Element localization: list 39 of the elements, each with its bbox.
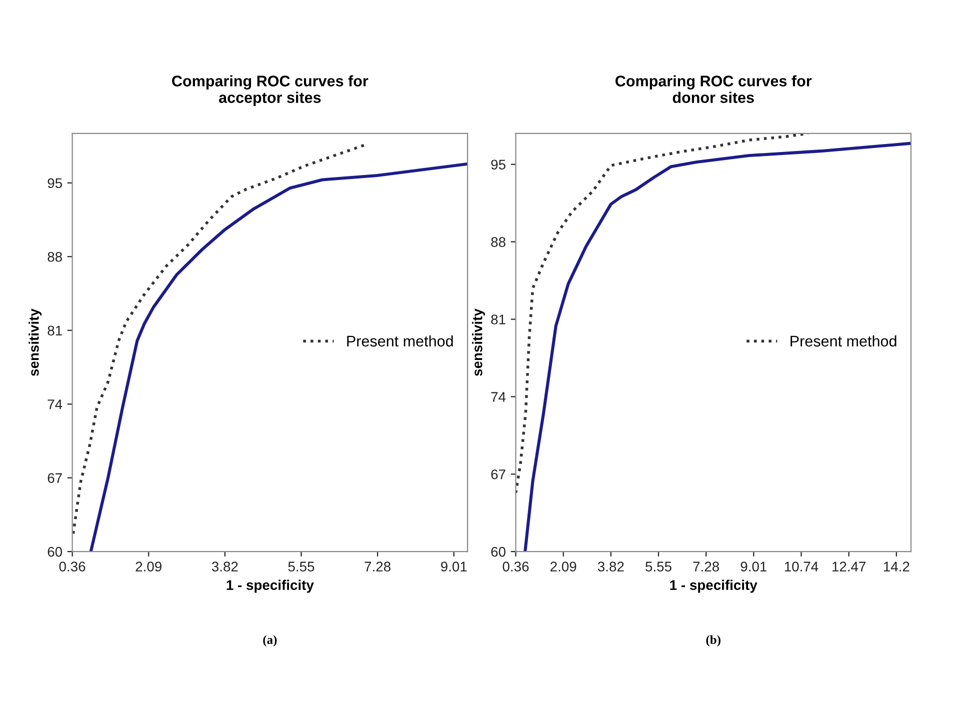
text: (b) (706, 635, 720, 647)
x-tick-label: 7.28 (364, 562, 390, 572)
x-tick-label: 5.55 (288, 562, 314, 572)
x-tick-label: 10.74 (784, 562, 818, 572)
y-tick-label: 95 (491, 160, 506, 170)
y-tick-label: 81 (48, 326, 62, 336)
x-tick-label: 9.01 (441, 562, 467, 572)
x-tick-label: 2.09 (550, 562, 576, 572)
y-tick-label: 88 (491, 237, 506, 247)
y-tick-label: 81 (491, 314, 506, 324)
text: (a) (263, 635, 277, 647)
y-tick-label: 67 (491, 469, 506, 480)
x-axis-title: 1 - specificity (226, 580, 314, 593)
line-series (524, 142, 911, 552)
x-tick-label: 3.82 (598, 562, 624, 572)
y-tick-label: 60 (48, 546, 62, 557)
y-axis-title: sensitivity (28, 308, 42, 376)
x-tick-label: 14.2 (884, 562, 910, 572)
chart-title: Comparing ROC curves for donor sites (616, 75, 812, 103)
y-tick-label: 74 (491, 392, 506, 402)
x-tick-label: 9.01 (740, 562, 766, 572)
y-tick-label: 88 (48, 252, 62, 262)
x-tick-label: 0.36 (59, 562, 86, 572)
y-tick-label: 74 (48, 400, 62, 410)
legend-label: Present method (790, 335, 896, 347)
x-tick-label: 12.47 (832, 562, 866, 572)
x-axis-title: 1 - specificity (670, 580, 758, 593)
legend-label: Present method (347, 335, 453, 347)
y-tick-label: 67 (48, 473, 62, 483)
y-tick-label: 60 (491, 546, 506, 557)
x-tick-label: 5.55 (646, 562, 672, 572)
y-axis-title: sensitivity (472, 308, 486, 376)
chart-title: Comparing ROC curves for acceptor sites (172, 75, 368, 106)
x-tick-label: 7.28 (693, 562, 719, 572)
y-tick-label: 95 (48, 178, 62, 188)
x-tick-label: 0.36 (502, 562, 529, 572)
x-tick-label: 2.09 (136, 562, 162, 572)
line-series (89, 162, 468, 552)
x-tick-label: 3.82 (212, 562, 238, 572)
